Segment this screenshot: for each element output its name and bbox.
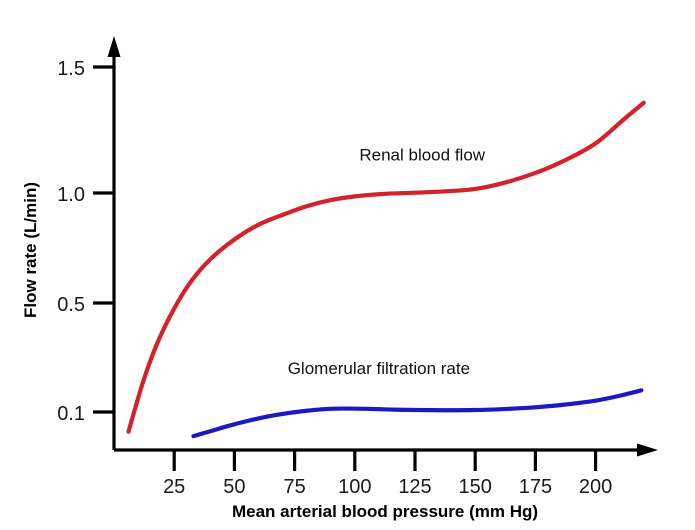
x-tick-label-150: 150	[459, 476, 492, 498]
x-tick-label-25: 25	[163, 476, 185, 498]
y-axis: 1.5 1.0 0.5 0.1	[57, 36, 121, 450]
series-label-glomerular-filtration-rate: Glomerular filtration rate	[288, 359, 470, 378]
y-tick-label-1.0: 1.0	[57, 184, 85, 206]
x-tick-label-75: 75	[283, 476, 305, 498]
x-tick-label-50: 50	[223, 476, 245, 498]
y-tick-label-0.5: 0.5	[57, 294, 85, 316]
curve-glomerular-filtration-rate	[191, 388, 644, 439]
y-axis-title: Flow rate (L/min)	[21, 182, 40, 318]
y-tick-label-1.5: 1.5	[57, 58, 85, 80]
x-tick-labels: 25 50 75 100 125 150 175 200	[163, 476, 612, 498]
x-axis-title: Mean arterial blood pressure (mm Hg)	[232, 502, 538, 521]
x-tick-label-100: 100	[338, 476, 371, 498]
x-tick-label-125: 125	[398, 476, 431, 498]
x-tick-label-200: 200	[579, 476, 612, 498]
x-axis: 25 50 75 100 125 150 175 200	[114, 443, 658, 498]
arrow-right-icon	[637, 443, 658, 457]
x-tick-marks	[172, 450, 598, 471]
arrow-up-icon	[107, 36, 121, 57]
y-tick-marks	[93, 65, 114, 414]
series-label-renal-blood-flow: Renal blood flow	[359, 146, 485, 165]
y-tick-label-0.1: 0.1	[57, 403, 85, 425]
curve-renal-blood-flow	[126, 100, 646, 434]
x-tick-label-175: 175	[519, 476, 552, 498]
data-curves	[126, 100, 646, 439]
